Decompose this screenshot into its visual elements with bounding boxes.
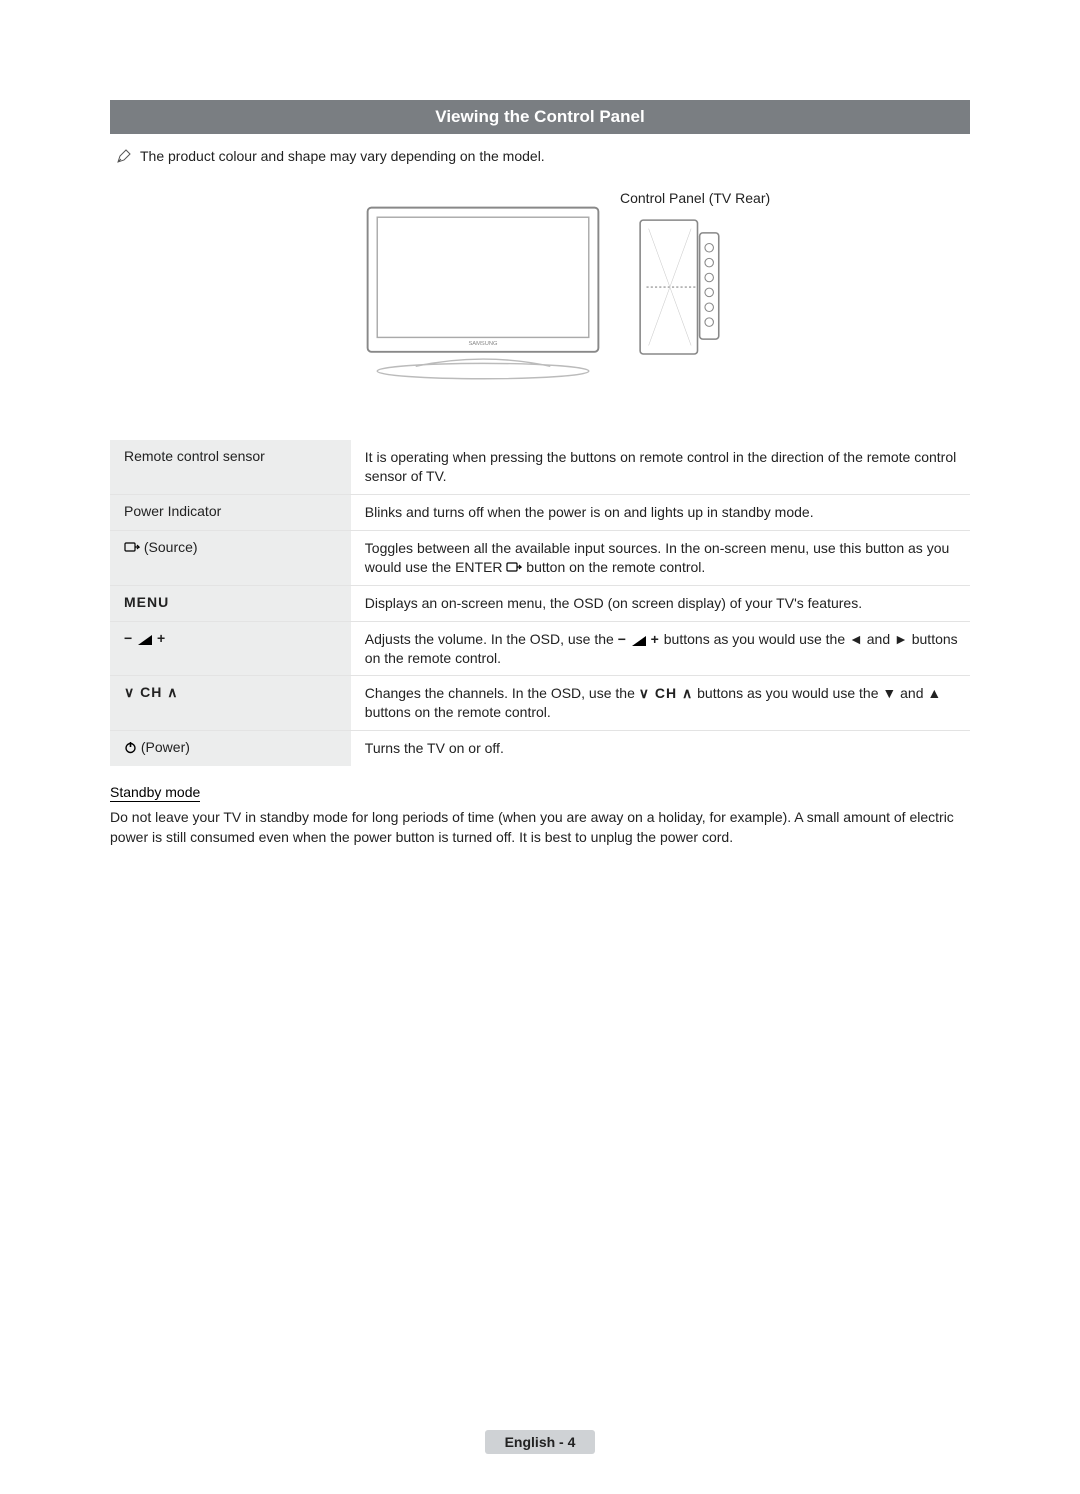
page-content: Viewing the Control Panel The product co… <box>0 0 1080 887</box>
note-line: The product colour and shape may vary de… <box>110 148 970 168</box>
table-row: − +Adjusts the volume. In the OSD, use t… <box>110 621 970 676</box>
row-label: (Source) <box>110 530 351 585</box>
row-label: Power Indicator <box>110 495 351 531</box>
standby-body: Do not leave your TV in standby mode for… <box>110 808 970 847</box>
row-description: It is operating when pressing the button… <box>351 440 970 494</box>
illustration: Control Panel (TV Rear) SAMSUNG <box>110 198 970 390</box>
table-row: MENUDisplays an on-screen menu, the OSD … <box>110 585 970 621</box>
tv-rear-figure <box>638 218 723 356</box>
note-icon <box>116 148 132 168</box>
control-panel-table: Remote control sensorIt is operating whe… <box>110 440 970 766</box>
section-title: Viewing the Control Panel <box>110 100 970 134</box>
row-label: − + <box>110 621 351 676</box>
row-description: Displays an on-screen menu, the OSD (on … <box>351 585 970 621</box>
table-row: Remote control sensorIt is operating whe… <box>110 440 970 494</box>
row-label: Remote control sensor <box>110 440 351 494</box>
row-description: Changes the channels. In the OSD, use th… <box>351 676 970 731</box>
row-description: Turns the TV on or off. <box>351 731 970 766</box>
footer-badge: English - 4 <box>485 1430 596 1454</box>
row-description: Toggles between all the available input … <box>351 530 970 585</box>
table-row: ∨ CH ∧Changes the channels. In the OSD, … <box>110 676 970 731</box>
table-row: Power IndicatorBlinks and turns off when… <box>110 495 970 531</box>
row-description: Blinks and turns off when the power is o… <box>351 495 970 531</box>
standby-heading: Standby mode <box>110 784 200 802</box>
note-text: The product colour and shape may vary de… <box>140 148 545 164</box>
table-row: (Power)Turns the TV on or off. <box>110 731 970 766</box>
row-label: MENU <box>110 585 351 621</box>
svg-text:SAMSUNG: SAMSUNG <box>468 341 498 347</box>
row-label: ∨ CH ∧ <box>110 676 351 731</box>
tv-front-figure: SAMSUNG <box>358 198 608 390</box>
row-label: (Power) <box>110 731 351 766</box>
table-row: (Source)Toggles between all the availabl… <box>110 530 970 585</box>
standby-section: Standby mode Do not leave your TV in sta… <box>110 766 970 847</box>
page-footer: English - 4 <box>0 1430 1080 1454</box>
rear-panel-label: Control Panel (TV Rear) <box>620 190 770 206</box>
row-description: Adjusts the volume. In the OSD, use the … <box>351 621 970 676</box>
